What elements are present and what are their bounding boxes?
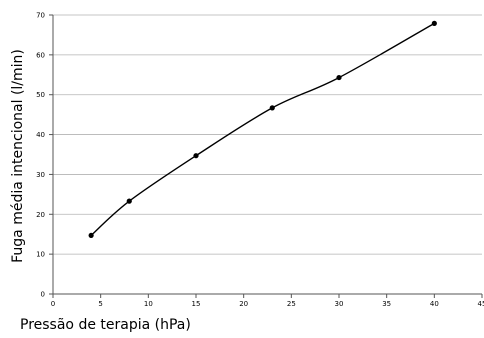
y-tick-label-50: 50 [36,91,45,99]
x-tick-label-30: 30 [335,300,344,308]
x-tick-label-40: 40 [430,300,439,308]
x-tick-label-15: 15 [192,300,201,308]
y-tick-label-20: 20 [36,211,45,219]
x-tick-label-35: 35 [382,300,391,308]
x-tick-label-20: 20 [239,300,248,308]
y-tick-label-0: 0 [41,291,45,299]
data-point-15 [193,153,199,159]
axes [52,15,482,295]
data-point-23 [269,105,275,111]
x-tick-label-25: 25 [287,300,296,308]
y-axis-label: Fuga média intencional (l/min) [10,49,26,263]
tick-labels: 0 10 20 30 40 50 60 70 0 5 10 15 20 25 30 35 40 45 [36,12,484,309]
x-tick-label-5: 5 [98,300,102,308]
y-tick-label-40: 40 [36,131,45,139]
y-tick-label-70: 70 [36,12,45,20]
data-point-30 [336,74,342,81]
grid-lines [53,14,482,255]
axis-labels: Pressão de terapia (hPa) Fuga média inte… [10,49,191,333]
x-tick-label-10: 10 [144,300,153,308]
y-tick-label-60: 60 [36,51,45,59]
y-tick-label-10: 10 [36,251,45,259]
series [88,20,437,239]
x-tick-label-0: 0 [51,300,55,308]
x-axis-label: Pressão de terapia (hPa) [20,317,191,333]
y-tick-label-30: 30 [36,171,45,179]
data-point-4 [88,232,94,239]
data-point-40 [431,20,437,26]
data-point-8 [126,198,132,204]
x-tick-label-45: 45 [478,300,484,308]
